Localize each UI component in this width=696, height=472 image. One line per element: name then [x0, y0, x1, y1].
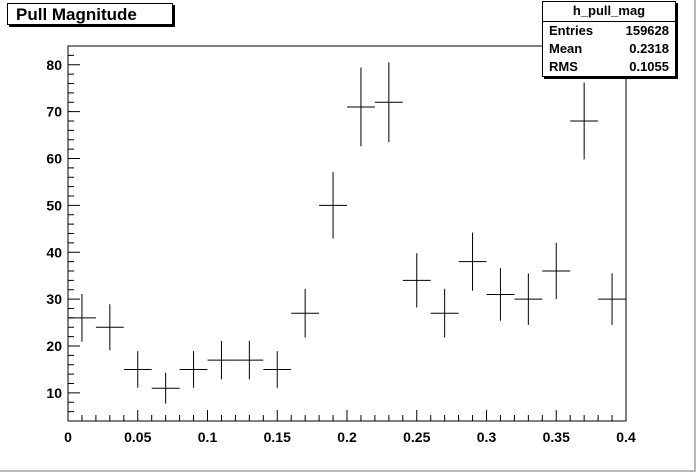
data-point [598, 273, 626, 325]
data-point [123, 351, 152, 388]
y-tick-label: 70 [46, 104, 62, 120]
data-point [263, 351, 292, 388]
stats-label: RMS [549, 59, 578, 74]
y-tick-label: 30 [46, 291, 62, 307]
x-tick-label: 0.1 [198, 429, 218, 445]
data-point [430, 288, 459, 338]
x-axis: 0 0.05 0.1 0.15 0.2 0.25 0.3 0.35 0.4 [64, 410, 636, 445]
data-point [235, 340, 264, 380]
data-point [402, 253, 431, 308]
stats-box: h_pull_mag Entries 159628 Mean 0.2318 RM… [542, 1, 676, 77]
stats-label: Entries [549, 23, 594, 38]
data-point [151, 372, 180, 404]
y-tick-label: 40 [46, 244, 62, 260]
x-tick-label: 0.35 [543, 429, 570, 445]
x-tick-label: 0.2 [337, 429, 357, 445]
data-point [542, 242, 571, 300]
y-axis: 10 20 30 40 50 60 70 80 [46, 45, 80, 413]
y-tick-label: 20 [46, 338, 62, 354]
data-point [374, 62, 403, 143]
x-tick-label: 0 [64, 429, 72, 445]
plot-title: Pull Magnitude [7, 3, 173, 25]
data-point [95, 304, 124, 351]
y-tick-label: 50 [46, 197, 62, 213]
stats-histogram-name: h_pull_mag [543, 2, 675, 22]
stats-row-entries: Entries 159628 [543, 22, 675, 40]
x-tick-label: 0.4 [616, 429, 636, 445]
data-point [570, 82, 599, 160]
data-point [514, 273, 543, 325]
data-point [179, 351, 208, 388]
data-point [347, 67, 375, 147]
x-tick-label: 0.25 [403, 429, 430, 445]
y-tick-label: 80 [46, 57, 62, 73]
data-point [291, 288, 320, 338]
stats-value: 0.2318 [629, 41, 669, 56]
data-point [68, 293, 96, 342]
x-tick-label: 0.05 [124, 429, 151, 445]
plot-frame [67, 45, 627, 422]
data-point [207, 340, 236, 380]
stats-row-rms: RMS 0.1055 [543, 58, 675, 76]
x-tick-label: 0.15 [264, 429, 291, 445]
data-points [68, 62, 626, 404]
y-tick-label: 10 [46, 385, 62, 401]
stats-value: 159628 [625, 23, 669, 38]
stats-row-mean: Mean 0.2318 [543, 40, 675, 58]
stats-value: 0.1055 [629, 59, 669, 74]
x-tick-label: 0.3 [477, 429, 497, 445]
stats-label: Mean [549, 41, 583, 56]
data-point [486, 268, 515, 321]
data-point [458, 232, 487, 291]
data-point [319, 172, 347, 239]
y-tick-label: 60 [46, 151, 62, 167]
